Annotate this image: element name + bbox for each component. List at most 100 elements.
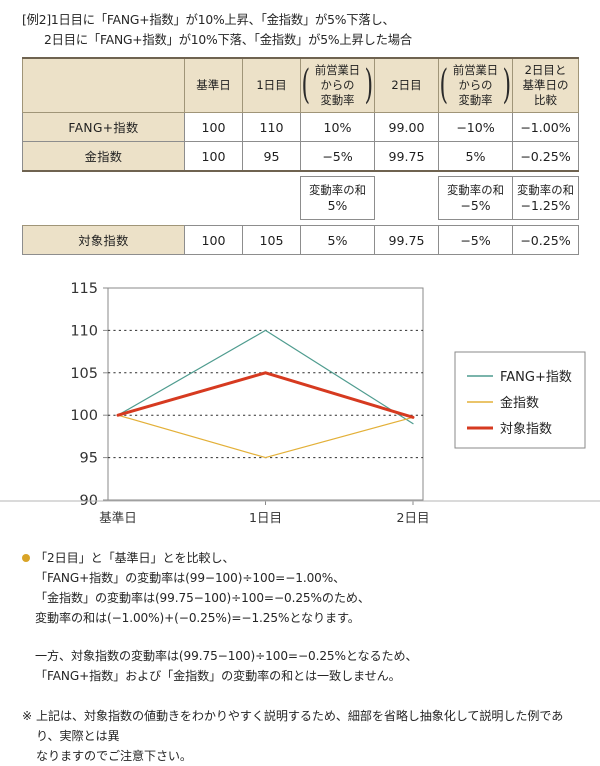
bullet-dot-icon xyxy=(22,554,30,562)
cell-gold-change2: 5% xyxy=(438,141,513,172)
note1-line3: 「金指数」の変動率は(99.75−100)÷100=−0.25%のため、 xyxy=(35,591,370,605)
sum-change1-value: 5% xyxy=(327,198,348,213)
header-change2-line3: 変動率 xyxy=(458,94,493,107)
y-axis-label: 110 xyxy=(70,323,98,339)
paren-close-icon: ) xyxy=(502,61,512,108)
header-day2: 2日目 xyxy=(374,57,439,113)
y-axis-label: 115 xyxy=(70,281,98,297)
plot-area-border xyxy=(107,287,424,501)
cell-target-change2: −5% xyxy=(438,225,513,255)
header-day2-vs-base-comparison: 2日目と 基準日の 比較 xyxy=(512,57,579,113)
cell-target-base-day: 100 xyxy=(184,225,243,255)
series-line-金指数 xyxy=(117,414,414,459)
sum-change2-label: 変動率の和 xyxy=(447,183,504,197)
sum-change1-label: 変動率の和 xyxy=(309,183,366,197)
sum-change2-value: −5% xyxy=(460,198,491,213)
header-change-from-prev-day-2: ( 前営業日 からの 変動率 ) xyxy=(438,57,513,113)
sum-change2-cell: 変動率の和 −5% xyxy=(438,176,513,220)
sum-change1-cell: 変動率の和 5% xyxy=(300,176,375,220)
index-comparison-table: 基準日 1日目 ( 前営業日 からの 変動率 ) 2日目 xyxy=(22,57,579,255)
legend-label: FANG+指数 xyxy=(500,370,572,385)
table-header-row: 基準日 1日目 ( 前営業日 からの 変動率 ) 2日目 xyxy=(22,57,579,113)
series-line-FANG+指数 xyxy=(117,329,414,425)
note2-line2: 「FANG+指数」および「金指数」の変動率の和とは一致しません。 xyxy=(35,669,401,683)
index-comparison-table-wrapper: 基準日 1日目 ( 前営業日 からの 変動率 ) 2日目 xyxy=(22,57,579,255)
example-heading-line1: [例2]1日目に「FANG+指数」が10%上昇、「金指数」が5%下落し、 xyxy=(22,13,395,27)
cell-gold-day2: 99.75 xyxy=(374,141,439,172)
cell-fang-compare: −1.00% xyxy=(512,112,579,142)
sum-row-blank xyxy=(184,176,243,220)
separator-cell xyxy=(300,170,375,177)
separator-cell xyxy=(512,170,579,177)
spacer-cell xyxy=(300,219,375,226)
separator-cell xyxy=(22,170,185,177)
spacer-cell xyxy=(184,219,243,226)
row-label-fang-plus: FANG+指数 xyxy=(22,112,185,142)
sum-compare-label: 変動率の和 xyxy=(517,183,574,197)
note-disclaimer: ※ 上記は、対象指数の値動きをわかりやすく説明するため、細部を省略し抽象化して説… xyxy=(22,706,584,766)
header-change1-line1: 前営業日 xyxy=(314,64,361,77)
disclaimer-mark-icon: ※ xyxy=(22,709,33,723)
y-axis-label: 95 xyxy=(80,451,98,467)
header-blank xyxy=(22,57,185,113)
paren-open-icon: ( xyxy=(301,61,311,108)
header-change2-line2: からの xyxy=(458,79,493,92)
cell-gold-day1: 95 xyxy=(242,141,301,172)
note1-line2: 「FANG+指数」の変動率は(99−100)÷100=−1.00%、 xyxy=(35,571,346,585)
cell-fang-day1: 110 xyxy=(242,112,301,142)
paren-close-icon: ) xyxy=(364,61,374,108)
series-line-対象指数 xyxy=(116,371,415,419)
table-separator-row xyxy=(22,170,579,177)
separator-cell xyxy=(374,170,439,177)
legend-label: 対象指数 xyxy=(500,422,552,437)
cell-fang-base-day: 100 xyxy=(184,112,243,142)
note2-line1: 一方、対象指数の変動率は(99.75−100)÷100=−0.25%となるため、 xyxy=(35,649,418,663)
sum-row-blank xyxy=(242,176,301,220)
separator-cell xyxy=(242,170,301,177)
header-change1-line3: 変動率 xyxy=(320,94,355,107)
cell-fang-change1: 10% xyxy=(300,112,375,142)
table-row: FANG+指数 100 110 10% 99.00 −10% −1.00% xyxy=(22,112,579,142)
cell-fang-change2: −10% xyxy=(438,112,513,142)
index-movement-chart: 90 95 100 105 110 115 基準日 1日目 2日目 FANG+指数 金指数 対象指数 xyxy=(0,278,600,526)
cell-target-change1: 5% xyxy=(300,225,375,255)
sum-compare-cell: 変動率の和 −1.25% xyxy=(512,176,579,220)
chart-legend-box xyxy=(454,351,586,449)
x-axis-label: 基準日 xyxy=(99,510,137,525)
header-change2-line1: 前営業日 xyxy=(452,64,499,77)
header-change1-line2: からの xyxy=(320,79,355,92)
cell-target-day2: 99.75 xyxy=(374,225,439,255)
cell-target-day1: 105 xyxy=(242,225,301,255)
header-base-day: 基準日 xyxy=(184,57,243,113)
header-compare-line2: 基準日の xyxy=(522,78,569,92)
example-heading: [例2]1日目に「FANG+指数」が10%上昇、「金指数」が5%下落し、 2日目… xyxy=(22,10,582,50)
explanatory-notes: 「2日目」と「基準日」とを比較し、 「FANG+指数」の変動率は(99−100)… xyxy=(22,548,584,766)
legend-label: 金指数 xyxy=(500,395,539,411)
note1-line1: 「2日目」と「基準日」とを比較し、 xyxy=(35,551,235,565)
header-compare-line3: 比較 xyxy=(534,93,557,107)
row-label-gold: 金指数 xyxy=(22,141,185,172)
example-heading-line2: 2日目に「FANG+指数」が10%下落、「金指数」が5%上昇した場合 xyxy=(44,33,412,47)
table-row: 対象指数 100 105 5% 99.75 −5% −0.25% xyxy=(22,225,579,255)
note1-line4: 変動率の和は(−1.00%)+(−0.25%)=−1.25%となります。 xyxy=(35,611,360,625)
spacer-cell xyxy=(374,219,439,226)
note-paragraph-2: 一方、対象指数の変動率は(99.75−100)÷100=−0.25%となるため、… xyxy=(22,646,584,686)
note-bullet-block: 「2日目」と「基準日」とを比較し、 「FANG+指数」の変動率は(99−100)… xyxy=(22,548,584,628)
sum-row-blank xyxy=(22,176,185,220)
spacer-cell xyxy=(512,219,579,226)
y-axis-label: 105 xyxy=(70,366,98,382)
paren-open-icon: ( xyxy=(439,61,449,108)
cell-gold-base-day: 100 xyxy=(184,141,243,172)
cell-target-compare: −0.25% xyxy=(512,225,579,255)
table-row: 金指数 100 95 −5% 99.75 5% −0.25% xyxy=(22,141,579,172)
y-axis-label: 100 xyxy=(70,408,98,424)
spacer-cell xyxy=(22,219,185,226)
note3-line2: なりますのでご注意下さい。 xyxy=(36,749,192,763)
spacer-cell xyxy=(242,219,301,226)
table-spacer-row xyxy=(22,219,579,226)
separator-cell xyxy=(438,170,513,177)
x-axis-label: 1日目 xyxy=(249,510,282,525)
sum-row-blank xyxy=(374,176,439,220)
header-compare-line1: 2日目と xyxy=(524,63,567,77)
